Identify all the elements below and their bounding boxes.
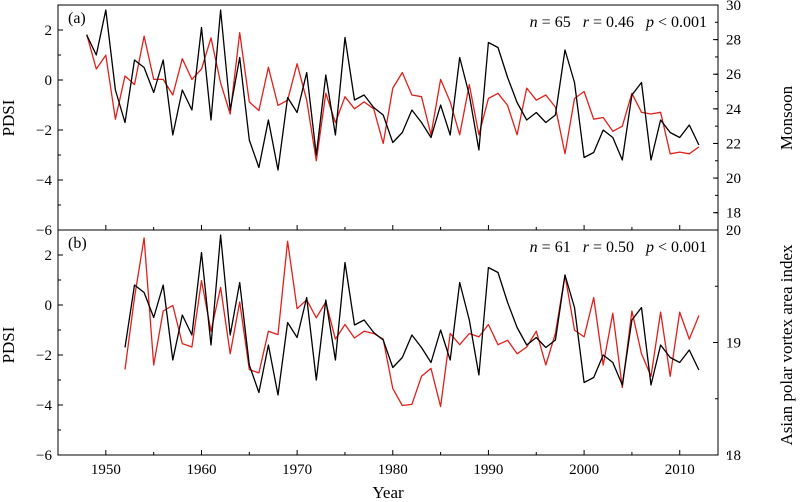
panel-a-ytick-right-label: 20	[726, 171, 741, 187]
panel-a-ytick-right-label: 18	[726, 206, 741, 222]
panel-a-ytick-right-label: 24	[726, 102, 742, 118]
panel-b-ytick-right-label: 19	[726, 336, 741, 352]
panel-a-ylabel-left: PDSI	[0, 99, 18, 136]
panel-a-ytick-right-label: 30	[726, 0, 741, 14]
panel-a-ylabel-right: Monsoon	[777, 85, 796, 150]
x-tick-label: 1960	[186, 462, 216, 478]
x-tick-label: 1980	[378, 462, 408, 478]
panel-b-ytick-left-label: −6	[36, 448, 52, 464]
panel-a-series	[86, 9, 700, 171]
panel-b-ytick-left-label: −2	[36, 348, 52, 364]
x-tick-label: 1990	[473, 462, 503, 478]
x-axis-title: Year	[372, 483, 404, 502]
panel-a-series-black-line	[86, 9, 700, 171]
x-tick-label: 1970	[282, 462, 312, 478]
panel-a-ytick-left-label: −4	[36, 173, 52, 189]
x-axis: 1950 1960 1970 1980 1990 2000 2010	[91, 462, 695, 478]
panel-a-ytick-right-label: 28	[726, 33, 741, 49]
panel-b-stats: n = 61 r = 0.50 p < 0.001	[530, 239, 707, 256]
panel-a-ytick-left-label: 2	[45, 23, 53, 39]
x-tick-label: 1950	[91, 462, 121, 478]
x-tick-label: 2010	[665, 462, 695, 478]
panel-a-ytick-left-label: −6	[36, 223, 52, 239]
panel-b-ytick-left-label: −4	[36, 398, 52, 414]
panel-a-series-red-line	[86, 32, 700, 162]
x-tick-label: 2000	[569, 462, 599, 478]
panel-b-axes: −6 −4 −2 0 2 18 19 20	[36, 223, 741, 464]
panel-b-ylabel-left: PDSI	[0, 326, 18, 363]
panel-b-ylabel-right: Asian polar vortex area index	[777, 244, 796, 446]
panel-b-ytick-left-label: 0	[45, 298, 53, 314]
panel-b-label: (b)	[68, 235, 87, 252]
panel-a-ytick-left-label: −2	[36, 123, 52, 139]
panel-a-ytick-right-label: 26	[726, 67, 742, 83]
panel-a-ytick-left-label: 0	[45, 73, 53, 89]
panel-b-ytick-right-label: 18	[726, 448, 741, 464]
panel-a-ytick-right-label: 22	[726, 136, 741, 152]
panel-b-series	[124, 234, 700, 408]
panel-a-label: (a)	[68, 10, 86, 27]
panel-b-ytick-left-label: 2	[45, 248, 53, 264]
panel-b: −6 −4 −2 0 2 18 19 20 (b) n = 61 r = 0.50 p < 0.0…	[0, 223, 796, 464]
panel-a-stats: n = 65 r = 0.46 p < 0.001	[530, 14, 707, 31]
panel-b-ytick-right-label: 20	[726, 223, 741, 239]
panel-b-series-black-line	[124, 234, 700, 396]
panel-b-series-red-line	[124, 237, 700, 408]
